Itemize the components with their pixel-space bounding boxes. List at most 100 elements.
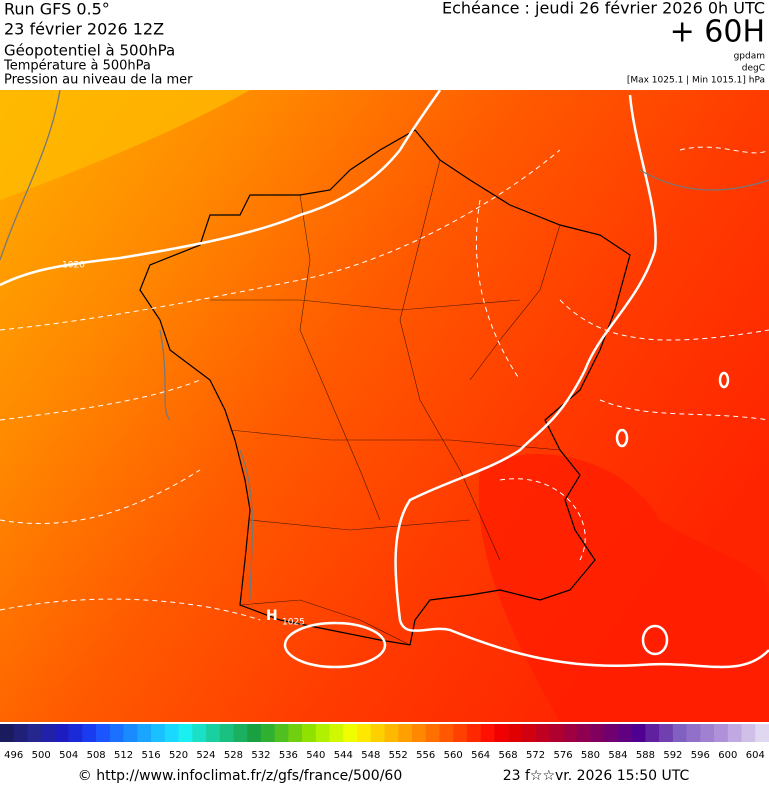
colorbar-swatch xyxy=(466,724,481,742)
colorbar-label: 524 xyxy=(196,750,215,761)
colorbar-swatch xyxy=(27,724,42,742)
colorbar-swatch xyxy=(219,724,234,742)
colorbar-label: 576 xyxy=(553,750,572,761)
colorbar-label: 536 xyxy=(279,750,298,761)
run-title: Run GFS 0.5° xyxy=(4,0,110,19)
colorbar-swatch xyxy=(480,724,495,742)
isobar xyxy=(641,624,669,656)
field-label: Pression au niveau de la mer xyxy=(4,73,193,88)
colorbar-label: 548 xyxy=(361,750,380,761)
colorbar-swatch xyxy=(0,724,15,742)
colorbar-swatch xyxy=(659,724,674,742)
colorbar-swatch xyxy=(672,724,687,742)
isobar xyxy=(0,90,442,287)
colorbar-swatch xyxy=(549,724,564,742)
isobar xyxy=(283,621,387,669)
lead-time: + 60H xyxy=(670,15,765,50)
colorbar-swatch xyxy=(645,724,660,742)
colorbar-label: 496 xyxy=(4,750,23,761)
warm-area xyxy=(0,90,250,200)
isotherms xyxy=(0,146,769,621)
isobar-label: 1025 xyxy=(282,618,305,628)
colorbar-label: 604 xyxy=(746,750,765,761)
colorbar-swatch xyxy=(96,724,111,742)
colorbar-swatch xyxy=(453,724,468,742)
colorbar-label: 516 xyxy=(142,750,161,761)
colorbar-swatch xyxy=(123,724,138,742)
colorbar-swatch xyxy=(370,724,385,742)
colorbar-swatch xyxy=(755,724,769,742)
colorbar-swatch xyxy=(494,724,509,742)
colorbar-swatch xyxy=(274,724,289,742)
colorbar-swatch xyxy=(343,724,358,742)
colorbar-label: 588 xyxy=(636,750,655,761)
colorbar-swatch xyxy=(54,724,69,742)
colorbar-label: 520 xyxy=(169,750,188,761)
run-date: 23 février 2026 12Z xyxy=(4,20,164,39)
colorbar-swatch xyxy=(233,724,248,742)
colorbar-label: 504 xyxy=(59,750,78,761)
colorbar-label: 592 xyxy=(663,750,682,761)
coastline-projection xyxy=(0,90,769,601)
colorbar-label: 568 xyxy=(499,750,518,761)
cold-area xyxy=(478,454,769,722)
colorbar-swatch xyxy=(617,724,632,742)
colorbar-label: 560 xyxy=(444,750,463,761)
colorbar-swatch xyxy=(302,724,317,742)
colorbar-swatch xyxy=(178,724,193,742)
colorbar-swatch xyxy=(164,724,179,742)
isobar xyxy=(718,371,730,389)
colorbar-swatch xyxy=(521,724,536,742)
pressure-range: [Max 1025.1 | Min 1015.1] hPa xyxy=(627,76,765,86)
colorbar-label: 508 xyxy=(87,750,106,761)
colorbar-swatch xyxy=(727,724,742,742)
colorbar-swatch xyxy=(398,724,413,742)
colorbar-swatch xyxy=(288,724,303,742)
colorbar-swatch xyxy=(13,724,28,742)
colorbar-label: 512 xyxy=(114,750,133,761)
colorbar-label: 596 xyxy=(691,750,710,761)
colorbar-swatch xyxy=(315,724,330,742)
unit-label: degC xyxy=(742,64,765,74)
colorbar-swatch xyxy=(576,724,591,742)
colorbar-swatch xyxy=(714,724,729,742)
colorbar-swatch xyxy=(205,724,221,742)
colorbar-swatch xyxy=(329,724,344,742)
timestamp: 23 f☆☆vr. 2026 15:50 UTC xyxy=(503,768,690,784)
regions xyxy=(210,159,561,646)
colorbar-swatch xyxy=(68,724,83,742)
unit-label: gpdam xyxy=(734,52,765,62)
field-label: Géopotentiel à 500hPa xyxy=(4,42,175,60)
source-url: © http://www.infoclimat.fr/z/gfs/france/… xyxy=(78,768,402,784)
field-label: Température à 500hPa xyxy=(3,59,151,74)
colorbar-label: 528 xyxy=(224,750,243,761)
colorbar-swatch xyxy=(741,724,756,742)
colorbar-swatch xyxy=(535,724,550,742)
colorbar-swatch xyxy=(590,724,605,742)
colorbar-swatch xyxy=(700,724,715,742)
colorbar-swatch xyxy=(563,724,578,742)
colorbar-label: 584 xyxy=(608,750,627,761)
colorbar-swatch xyxy=(109,724,124,742)
colorbar-swatch xyxy=(357,724,372,742)
isobar-label: 1020 xyxy=(62,261,85,271)
colorbar-swatch xyxy=(260,724,275,742)
colorbar-swatch xyxy=(686,724,701,742)
isobar xyxy=(394,94,769,669)
colorbar-swatch xyxy=(425,724,440,742)
colorbar-label: 572 xyxy=(526,750,545,761)
colorbar-label: 552 xyxy=(389,750,408,761)
valid-time: Echéance : jeudi 26 février 2026 0h UTC xyxy=(442,0,765,18)
colorbar-swatch xyxy=(41,724,56,742)
colorbar-swatch xyxy=(604,724,619,742)
colorbar-label: 556 xyxy=(416,750,435,761)
colorbar-swatch xyxy=(384,724,399,742)
colorbar-swatch xyxy=(631,724,646,742)
colorbar-label: 500 xyxy=(32,750,51,761)
colorbar-swatch xyxy=(192,724,207,742)
colorbar-label: 564 xyxy=(471,750,490,761)
colorbar-label: 580 xyxy=(581,750,600,761)
isobar xyxy=(615,428,629,448)
colorbar-swatch xyxy=(247,724,262,742)
